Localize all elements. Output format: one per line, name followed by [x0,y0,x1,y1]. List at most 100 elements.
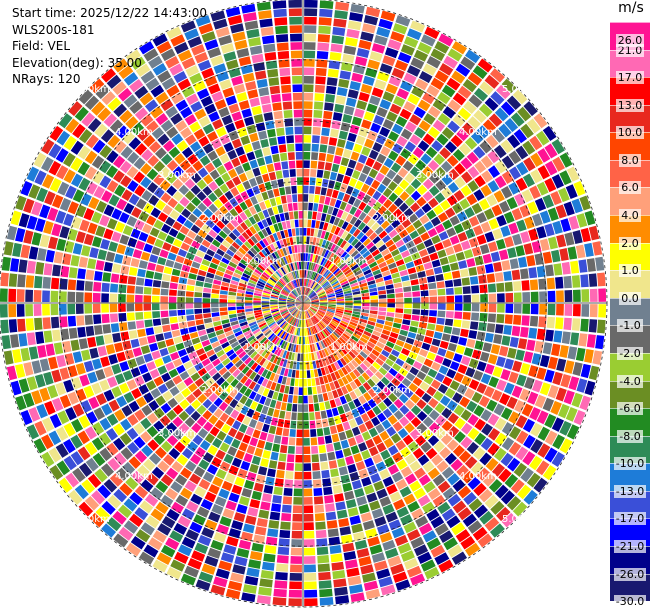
velocity-gate [318,25,331,35]
velocity-gate [267,528,279,538]
velocity-gate [342,344,350,353]
velocity-gate [399,404,410,415]
velocity-gate [147,412,159,425]
velocity-gate [335,1,350,11]
velocity-gate [193,466,206,478]
velocity-gate [559,170,572,186]
velocity-gate [321,281,329,287]
velocity-gate [51,223,62,237]
velocity-gate [350,250,359,258]
velocity-gate [426,537,441,550]
velocity-gate [216,430,227,441]
velocity-gate [152,63,167,76]
velocity-gate [240,259,249,266]
velocity-gate [339,395,347,405]
velocity-gate [478,198,490,211]
velocity-gate [68,327,78,339]
velocity-gate [298,311,302,319]
velocity-gate [327,335,335,344]
velocity-gate [226,222,235,232]
velocity-gate [245,170,255,180]
velocity-gate [41,138,55,155]
velocity-gate [112,263,122,274]
velocity-gate [272,233,279,242]
velocity-gate [517,338,528,350]
velocity-gate [478,103,493,118]
velocity-gate [282,393,289,403]
velocity-gate [138,364,149,375]
velocity-gate [367,218,376,228]
velocity-gate [344,559,358,569]
velocity-gate [310,305,319,309]
velocity-gate [564,289,573,302]
velocity-gate [349,216,358,225]
velocity-gate [310,297,319,301]
velocity-gate [185,460,197,472]
velocity-gate [291,280,297,288]
velocity-gate [190,410,201,422]
velocity-gate [316,546,329,556]
velocity-gate [305,310,309,319]
velocity-gate [366,276,375,282]
velocity-gate [304,581,317,590]
velocity-gate [309,307,316,314]
velocity-gate [246,124,257,135]
velocity-gate [431,454,444,466]
velocity-gate [426,508,440,522]
velocity-gate [270,294,279,298]
velocity-gate [354,108,365,119]
velocity-gate [253,114,264,124]
velocity-gate [356,48,370,59]
velocity-gate [524,216,535,230]
velocity-gate [253,223,261,232]
velocity-gate [498,249,509,261]
velocity-gate [369,51,383,62]
velocity-gate [470,131,484,145]
velocity-gate [489,68,505,83]
velocity-gate [290,556,302,564]
velocity-gate [512,360,523,373]
velocity-gate [334,181,342,191]
velocity-gate [345,271,354,278]
velocity-gate [310,306,318,311]
velocity-gate [228,365,238,374]
velocity-gate [349,226,357,235]
velocity-gate [537,426,550,441]
velocity-gate [3,350,14,365]
velocity-gate [240,221,249,231]
velocity-gate [348,418,358,429]
velocity-gate [241,244,250,252]
velocity-gate [342,332,350,340]
velocity-gate [279,410,286,419]
velocity-gate [191,357,201,366]
velocity-gate [344,292,353,297]
velocity-gate [388,262,397,270]
velocity-gate [397,383,407,393]
velocity-gate [297,244,301,253]
velocity-gate [424,26,440,40]
velocity-gate [91,382,103,395]
velocity-gate [238,100,250,110]
velocity-gate [393,344,403,353]
velocity-gate [390,563,405,575]
velocity-gate [319,296,327,300]
velocity-gate [384,372,394,382]
velocity-gate [369,287,378,293]
velocity-gate [453,319,462,328]
velocity-gate [463,491,477,506]
velocity-gate [383,397,393,407]
velocity-gate [103,334,113,345]
velocity-gate [371,416,381,427]
velocity-gate [16,304,25,317]
velocity-gate [106,517,122,532]
velocity-gate [484,517,500,532]
velocity-gate [466,441,479,455]
velocity-gate [218,560,233,572]
ring-label: 2.00km [373,385,411,396]
velocity-gate [480,437,493,451]
velocity-gate [376,341,385,349]
velocity-gate [292,75,303,84]
velocity-gate [330,468,339,478]
velocity-gate [305,270,309,278]
velocity-gate [461,219,472,231]
